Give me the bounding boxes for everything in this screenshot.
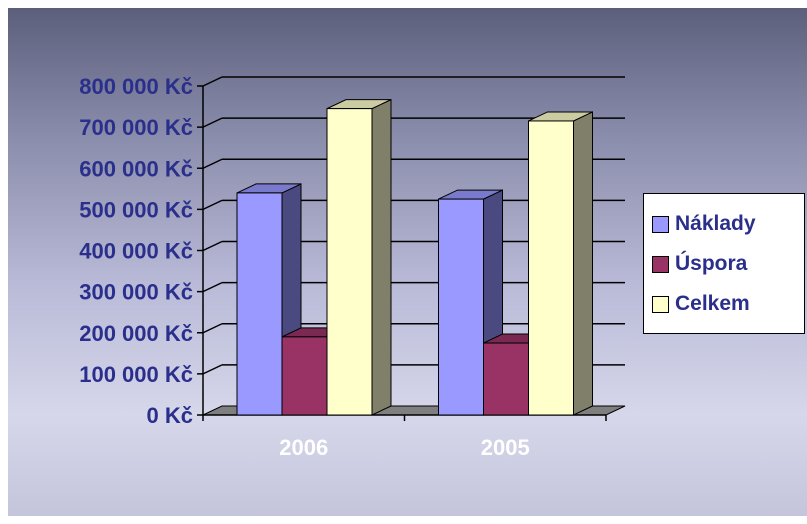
bar (483, 342, 529, 416)
y-tick-label: 300 000 Kč (79, 280, 193, 305)
bar (528, 120, 574, 416)
y-tick-label: 0 Kč (147, 403, 193, 428)
gridline (202, 76, 223, 87)
bar (438, 198, 484, 416)
y-tick-label: 500 000 Kč (79, 197, 193, 222)
gridline (202, 281, 223, 293)
gridline (202, 199, 223, 211)
y-tick-label: 700 000 Kč (79, 115, 193, 140)
legend-label: Náklady (675, 212, 756, 235)
bar-side (371, 98, 392, 416)
y-tick-label: 400 000 Kč (79, 239, 193, 264)
legend: Náklady Úspora Celkem (643, 193, 805, 334)
legend-item-naklady: Náklady (652, 204, 804, 244)
legend-swatch-naklady (652, 215, 669, 233)
legend-swatch-celkem (652, 295, 669, 313)
legend-label: Celkem (675, 292, 750, 315)
y-tick-label: 600 000 Kč (79, 156, 193, 181)
legend-item-uspora: Úspora (652, 244, 804, 284)
legend-swatch-uspora (652, 255, 669, 273)
bar (326, 108, 373, 416)
legend-item-celkem: Celkem (652, 284, 804, 324)
y-tick-label: 100 000 Kč (79, 362, 193, 387)
gridline (202, 158, 223, 169)
gridline (202, 240, 223, 252)
bar (281, 336, 328, 416)
y-tick-label: 200 000 Kč (79, 321, 193, 346)
y-tick-label: 800 000 Kč (79, 74, 193, 99)
x-tick-label: 2006 (279, 435, 328, 460)
gridline (202, 323, 223, 334)
gridline (202, 117, 223, 128)
legend-label: Úspora (675, 252, 748, 275)
bar (236, 192, 283, 416)
x-tick-label: 2005 (481, 435, 530, 460)
bar-side (573, 111, 593, 416)
gridline (202, 364, 223, 375)
